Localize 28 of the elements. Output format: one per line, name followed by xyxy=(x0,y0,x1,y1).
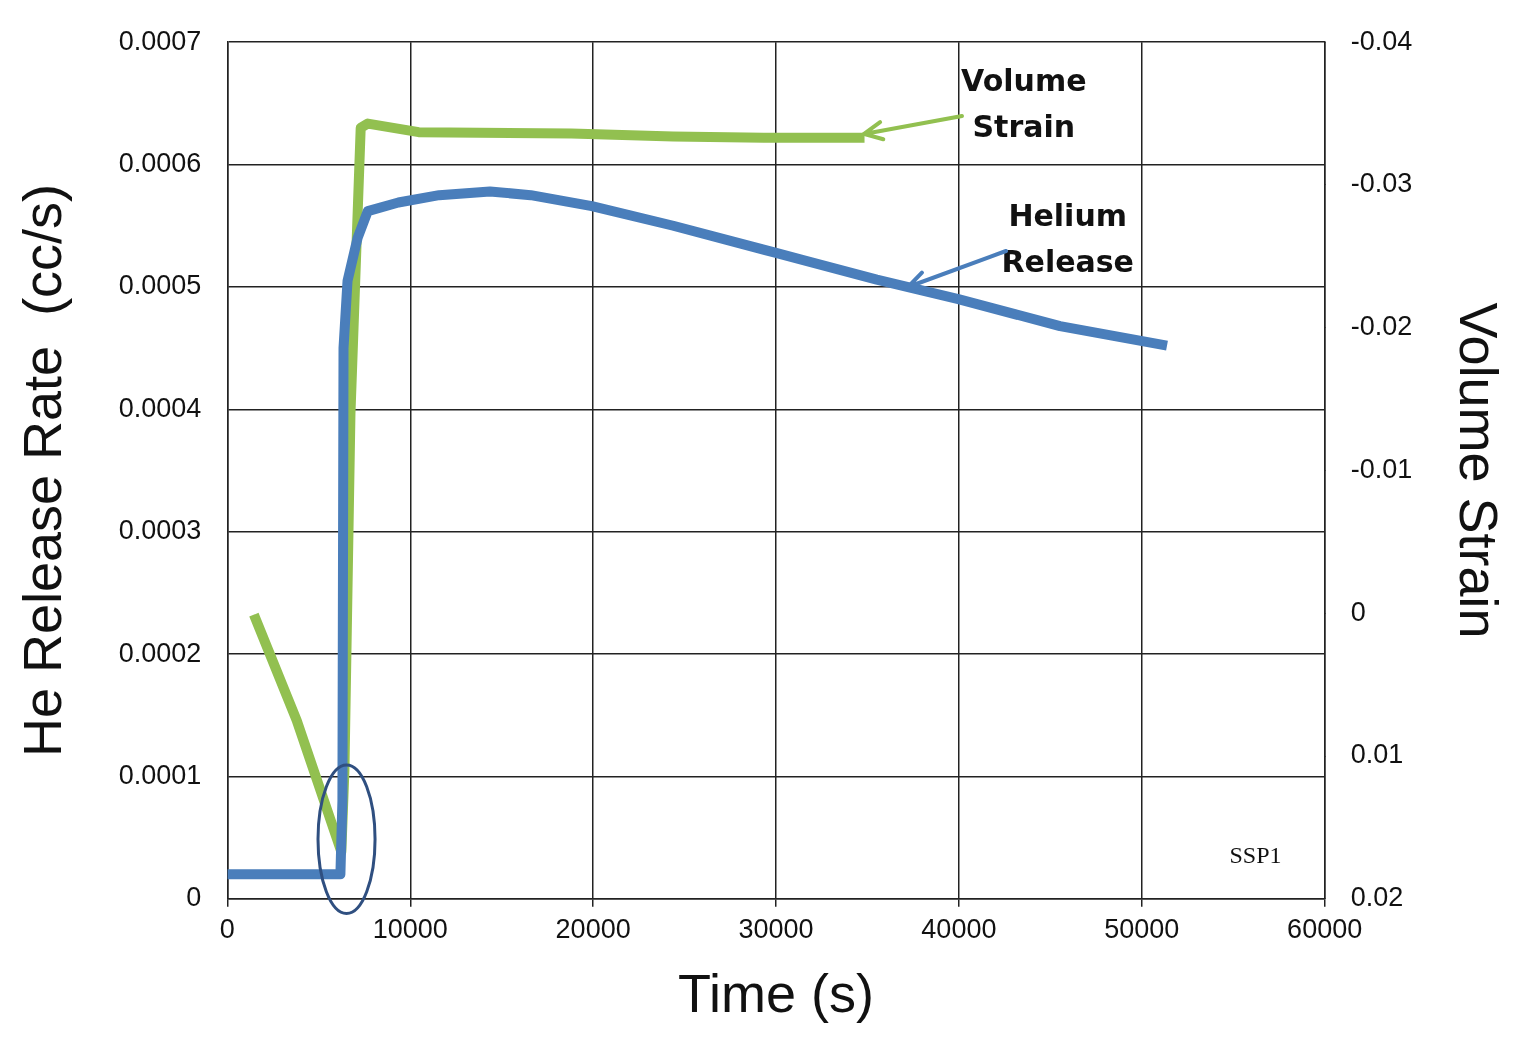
x-tick-label: 60000 xyxy=(1287,914,1363,945)
y-tick-label: 0 xyxy=(186,882,202,913)
y-tick-label: 0.0002 xyxy=(118,637,202,668)
x-axis-title: Time (s) xyxy=(678,963,874,1024)
x-tick-label: 20000 xyxy=(555,914,631,945)
y-axis-title: He Release Rate (cc/s) xyxy=(12,183,73,758)
y2-tick-label: 0.01 xyxy=(1350,739,1404,770)
annotation: Helium Release xyxy=(1001,197,1134,279)
annotation: SSP1 xyxy=(1229,842,1282,869)
y-tick-label: 0.0007 xyxy=(118,25,202,56)
x-tick-label: 0 xyxy=(219,914,235,945)
y2-tick-label: 0.02 xyxy=(1350,882,1404,913)
x-tick-label: 50000 xyxy=(1104,914,1180,945)
y-tick-label: 0.0005 xyxy=(118,270,202,301)
y-tick-label: 0.0006 xyxy=(118,148,202,179)
x-tick-label: 30000 xyxy=(738,914,814,945)
y2-tick-label: -0.03 xyxy=(1350,168,1413,199)
y2-tick-label: -0.02 xyxy=(1350,311,1413,342)
y-tick-label: 0.0003 xyxy=(118,515,202,546)
y2-tick-label: -0.01 xyxy=(1350,453,1413,484)
y2-axis-title: Volume Strain xyxy=(1448,302,1509,639)
annotation: Volume Strain xyxy=(961,62,1087,144)
x-tick-label: 40000 xyxy=(921,914,997,945)
y2-tick-label: 0 xyxy=(1350,596,1366,627)
x-tick-label: 10000 xyxy=(372,914,448,945)
y2-tick-label: -0.04 xyxy=(1350,25,1413,56)
y-tick-label: 0.0004 xyxy=(118,392,202,423)
y-tick-label: 0.0001 xyxy=(118,759,202,790)
